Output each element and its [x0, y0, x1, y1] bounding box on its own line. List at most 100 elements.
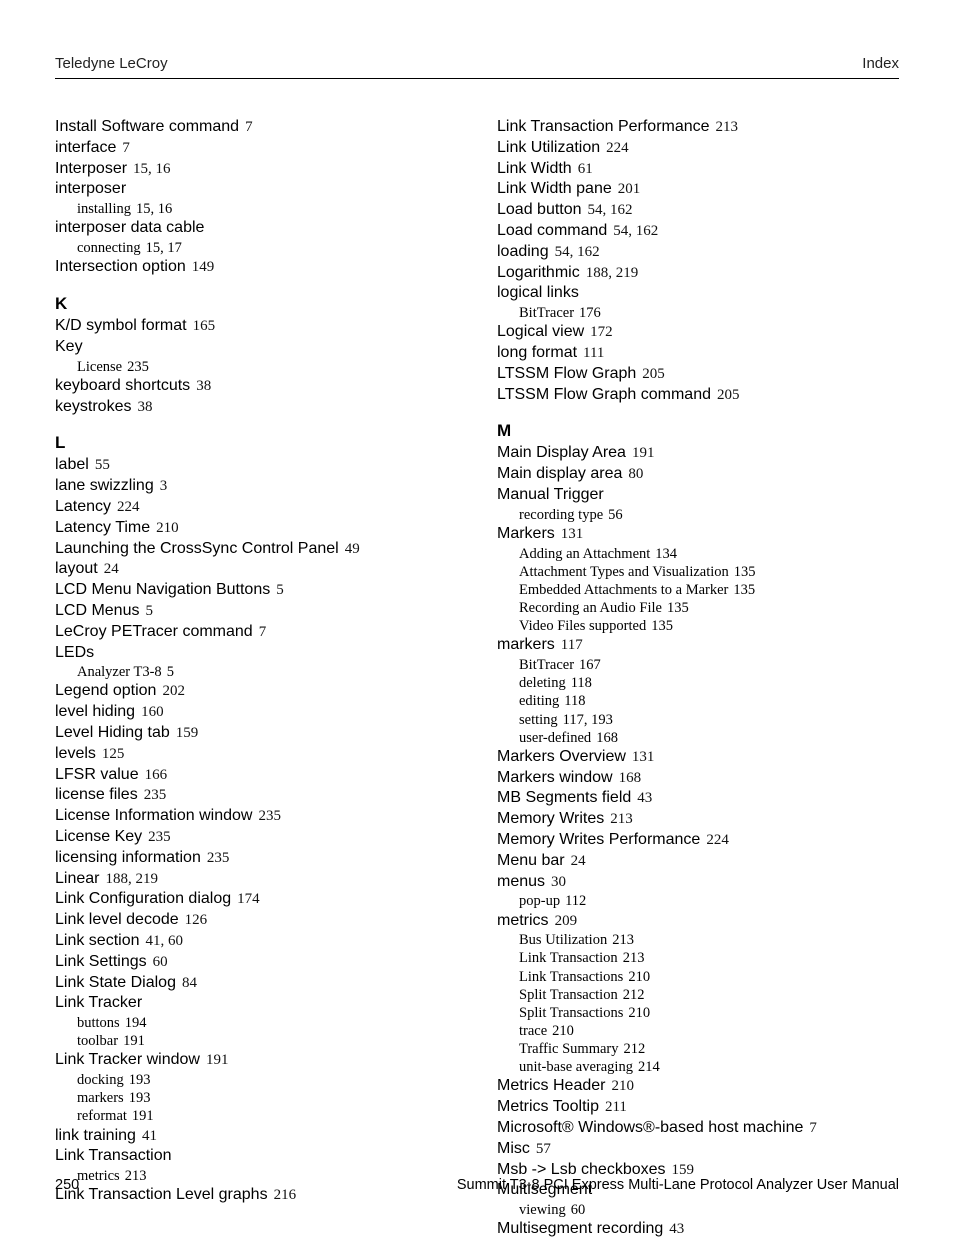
- index-subentry-pages: 5: [167, 664, 174, 680]
- index-subentry: Video Files supported135: [519, 617, 899, 635]
- index-subentry-term: pop-up: [519, 893, 560, 909]
- index-entry: Link Tracker: [55, 993, 457, 1014]
- index-entry: Launching the CrossSync Control Panel49: [55, 539, 457, 560]
- index-entry-pages: 7: [245, 119, 253, 135]
- index-entry-term: LTSSM Flow Graph: [497, 365, 636, 382]
- index-subentry-term: Adding an Attachment: [519, 546, 650, 562]
- index-entry-pages: 174: [237, 891, 260, 907]
- index-entry-term: Markers Overview: [497, 748, 626, 765]
- index-entry: LCD Menus5: [55, 601, 457, 622]
- index-entry-term: Legend option: [55, 682, 156, 699]
- index-entry: Install Software command7: [55, 117, 457, 138]
- index-entry-term: Logarithmic: [497, 264, 580, 281]
- index-subentry: setting117, 193: [519, 711, 899, 729]
- index-subentry-pages: 118: [564, 693, 585, 709]
- index-entry-pages: 24: [571, 853, 586, 869]
- index-entry: label55: [55, 455, 457, 476]
- index-subentry-term: Split Transactions: [519, 1005, 623, 1021]
- page-header: Teledyne LeCroy Index: [55, 55, 899, 79]
- index-entry-term: Misc: [497, 1140, 530, 1157]
- index-entry: Latency Time210: [55, 518, 457, 539]
- index-entry-term: menus: [497, 873, 545, 890]
- index-entry-term: Link Configuration dialog: [55, 890, 231, 907]
- index-entry: LTSSM Flow Graph 205: [497, 364, 899, 385]
- index-entry: License Information window235: [55, 806, 457, 827]
- index-entry-term: Menu bar: [497, 852, 565, 869]
- index-entry-term: Link level decode: [55, 911, 179, 928]
- index-entry: Link Tracker window191: [55, 1050, 457, 1071]
- page-footer: 250 Summit T3-8 PCI Express Multi-Lane P…: [55, 1177, 899, 1193]
- index-entry-pages: 30: [551, 874, 566, 890]
- index-entry-term: interface: [55, 139, 116, 156]
- index-entry: LEDs: [55, 643, 457, 664]
- index-entry: interposer: [55, 179, 457, 200]
- index-subentry-pages: 112: [565, 893, 586, 909]
- index-entry-term: Metrics Header: [497, 1077, 605, 1094]
- index-entry-pages: 41, 60: [146, 933, 184, 949]
- index-section-letter: M: [497, 421, 899, 441]
- index-entry-term: Link Utilization: [497, 139, 600, 156]
- index-entry-term: Link Tracker: [55, 994, 142, 1011]
- index-entry-term: licensing information: [55, 849, 201, 866]
- index-entry: level hiding160: [55, 702, 457, 723]
- index-subentry-pages: 210: [628, 1005, 650, 1021]
- index-entry-pages: 38: [137, 399, 152, 415]
- index-subentry-term: Recording an Audio File: [519, 600, 662, 616]
- index-entry: levels125: [55, 744, 457, 765]
- index-entry: markers117: [497, 635, 899, 656]
- index-subentry: Adding an Attachment 134: [519, 545, 899, 563]
- index-entry-term: Linear: [55, 870, 99, 887]
- index-entry-pages: 205: [642, 366, 665, 382]
- index-subentry-term: License: [77, 359, 122, 375]
- index-entry-term: license files: [55, 786, 138, 803]
- index-subentry: buttons194: [77, 1014, 457, 1032]
- index-entry: lane swizzling3: [55, 476, 457, 497]
- index-left-column: Install Software command7interface 7 Inter…: [55, 117, 457, 1240]
- index-entry: Link State Dialog84: [55, 973, 457, 994]
- index-entry-pages: 41: [142, 1128, 157, 1144]
- index-entry-term: Link Transaction Performance: [497, 118, 710, 135]
- index-subentry-term: Video Files supported: [519, 618, 646, 634]
- index-entry: Markers Overview131: [497, 747, 899, 768]
- index-subentry: Recording an Audio File135: [519, 599, 899, 617]
- index-subentry-term: Attachment Types and Visualization: [519, 564, 729, 580]
- index-subentry: toolbar191: [77, 1032, 457, 1050]
- index-entry-pages: 5: [276, 582, 284, 598]
- index-subentry: recording type56: [519, 506, 899, 524]
- header-left: Teledyne LeCroy: [55, 55, 168, 72]
- index-subentry-term: Split Transaction: [519, 987, 618, 1003]
- index-entry-pages: 166: [145, 767, 168, 783]
- index-entry-pages: 126: [185, 912, 208, 928]
- index-entry: logical links: [497, 283, 899, 304]
- index-entry: layout24: [55, 559, 457, 580]
- index-entry: LCD Menu Navigation Buttons5: [55, 580, 457, 601]
- index-entry-term: keystrokes: [55, 398, 131, 415]
- index-subentry-term: BitTracer: [519, 305, 574, 321]
- index-entry-term: Manual Trigger: [497, 486, 604, 503]
- index-subentry: trace210: [519, 1022, 899, 1040]
- index-entry-pages: 160: [141, 704, 164, 720]
- index-subentry-term: toolbar: [77, 1033, 118, 1049]
- index-entry-pages: 235: [207, 850, 230, 866]
- index-entry: Link Settings60: [55, 952, 457, 973]
- index-entry-term: Msb -> Lsb checkboxes: [497, 1161, 666, 1178]
- index-subentry-pages: 193: [129, 1072, 151, 1088]
- index-entry-term: Latency Time: [55, 519, 150, 536]
- index-subentry-pages: 134: [655, 546, 677, 562]
- index-entry-pages: 57: [536, 1141, 551, 1157]
- index-subentry-term: Bus Utilization: [519, 932, 607, 948]
- index-entry-term: link training: [55, 1127, 136, 1144]
- index-entry: Interposer15, 16: [55, 159, 457, 180]
- index-entry-term: Markers: [497, 525, 555, 542]
- index-entry: Memory Writes213: [497, 809, 899, 830]
- index-entry-term: Main display area: [497, 465, 622, 482]
- index-entry-term: Link Tracker window: [55, 1051, 200, 1068]
- index-entry-term: LEDs: [55, 644, 94, 661]
- index-subentry-pages: 210: [552, 1023, 574, 1039]
- index-subentry-pages: 168: [596, 730, 618, 746]
- index-subentry: docking193: [77, 1071, 457, 1089]
- index-entry: Latency224: [55, 497, 457, 518]
- index-entry: Logarithmic188, 219: [497, 263, 899, 284]
- index-entry-pages: 188, 219: [105, 871, 158, 887]
- index-subentry-pages: 118: [571, 675, 592, 691]
